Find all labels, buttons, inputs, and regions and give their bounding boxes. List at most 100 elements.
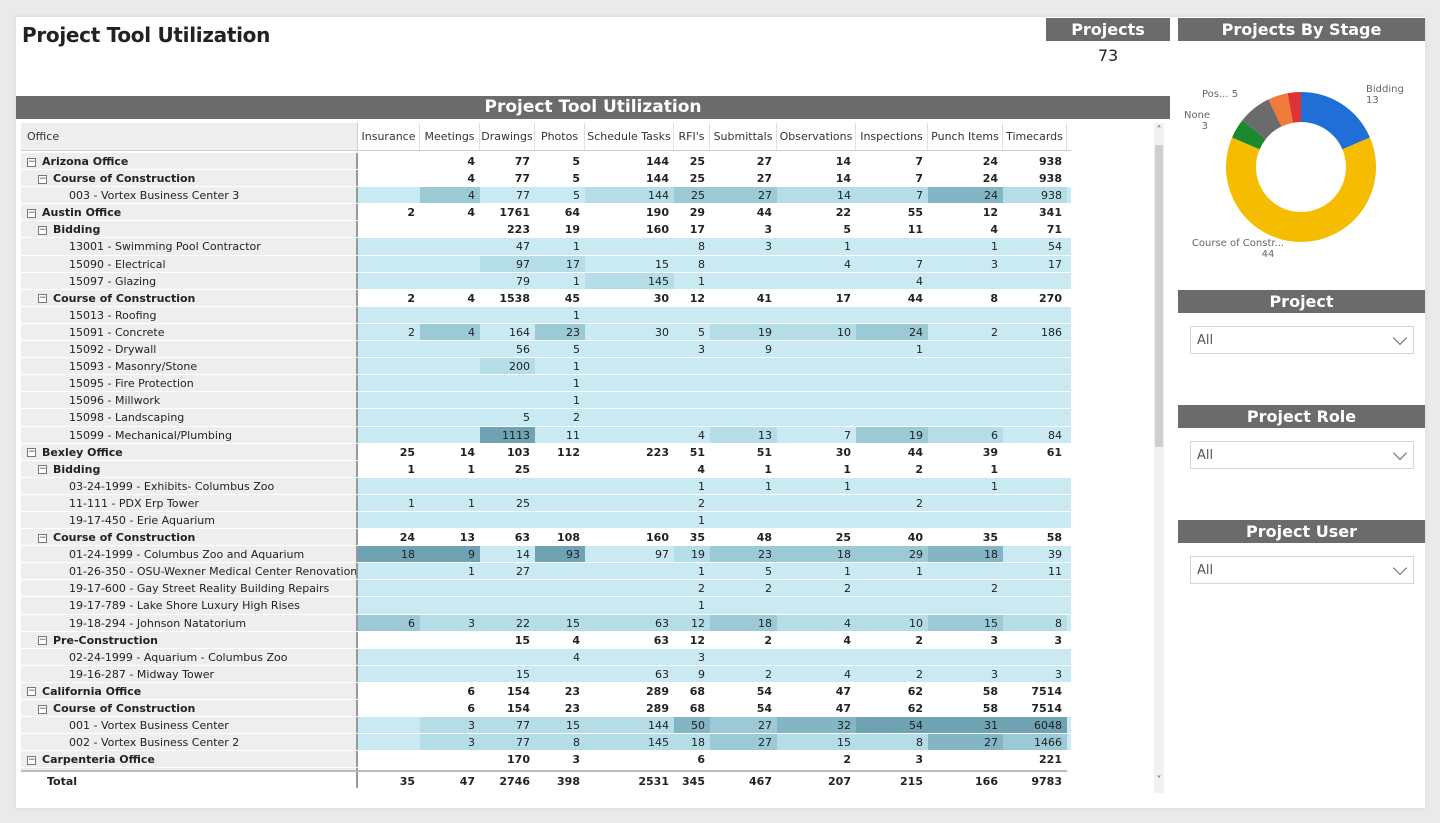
column-header[interactable]: Inspections	[856, 123, 928, 150]
office-row[interactable]: − California Office 6 154 23 289 68 54 47 62 58 751…	[21, 682, 1071, 700]
stage-row[interactable]: − Course of Construction 6 154 23 289 68 54 47 62…	[21, 700, 1071, 718]
collapse-icon[interactable]: −	[38, 224, 47, 235]
donut-slice-post-construction[interactable]	[1242, 99, 1282, 139]
project-row[interactable]: 11-111 - PDX Erp Tower 1 1 25 2 2	[21, 494, 1071, 512]
collapse-icon[interactable]: −	[27, 447, 36, 458]
scroll-thumb[interactable]	[1155, 145, 1163, 447]
collapse-icon[interactable]: −	[38, 703, 47, 714]
project-row[interactable]: 003 - Vortex Business Center 3 4 77 5 144 25 2…	[21, 187, 1071, 205]
project-row[interactable]: 001 - Vortex Business Center 3 77 15 144 50 27…	[21, 717, 1071, 735]
column-header[interactable]: Meetings	[420, 123, 480, 150]
scroll-down-icon[interactable]: ˅	[1156, 775, 1162, 786]
project-user-slicer-dropdown[interactable]: All	[1190, 556, 1414, 584]
matrix-scrollbar[interactable]: ˄ ˅	[1154, 123, 1164, 793]
cell-value: 23	[535, 323, 585, 341]
cell-value	[420, 358, 480, 374]
project-row[interactable]: 03-24-1999 - Exhibits- Columbus Zoo 1 1 1 1	[21, 477, 1071, 495]
stage-row[interactable]: − Bidding 223 19 160 17 3 5 11 4 71	[21, 221, 1071, 239]
scroll-up-icon[interactable]: ˄	[1156, 125, 1162, 136]
cell-value: 44	[907, 291, 923, 305]
stage-row[interactable]: − Course of Construction 2 4 1538 45 30 12 41 17 4…	[21, 289, 1071, 307]
cell-value: 27	[756, 155, 772, 168]
office-row[interactable]: − Austin Office 2 4 1761 64 190 29 44 22 55 12 341	[21, 204, 1071, 222]
collapse-icon[interactable]: −	[38, 173, 47, 184]
project-row[interactable]: 19-18-294 - Johnson Natatorium 6 3 22 15 63 12…	[21, 614, 1071, 632]
cell-value	[856, 392, 928, 408]
cell-value	[674, 358, 710, 374]
cell-value: 7	[856, 187, 928, 204]
donut-slice-course-of-construction[interactable]	[1226, 137, 1376, 242]
cell-value: 7	[915, 155, 923, 168]
project-row[interactable]: 01-26-350 - OSU-Wexner Medical Center Re…	[21, 563, 1071, 581]
project-row[interactable]: 01-24-1999 - Columbus Zoo and Aquarium 18…	[21, 546, 1071, 564]
project-row[interactable]: 19-16-287 - Midway Tower 15 63 9 2 4 2 3 3	[21, 665, 1071, 683]
collapse-icon[interactable]: −	[27, 686, 36, 697]
row-label: 19-17-789 - Lake Shore Luxury High Rises	[21, 597, 358, 614]
column-header[interactable]: Insurance	[358, 123, 420, 150]
collapse-icon[interactable]: −	[38, 293, 47, 304]
column-header[interactable]: Observations	[777, 123, 856, 150]
office-row[interactable]: − Carpenteria Office 170 3 6 2 3 221	[21, 751, 1071, 769]
collapse-icon[interactable]: −	[27, 207, 36, 218]
project-row[interactable]: 15092 - Drywall 56 5 3 9 1	[21, 341, 1071, 359]
cell-value	[585, 461, 674, 477]
office-row[interactable]: − Arizona Office 4 77 5 144 25 27 14 7 24 938	[21, 153, 1071, 171]
cell-value: 27	[756, 172, 772, 186]
project-row[interactable]: 15013 - Roofing 1	[21, 306, 1071, 324]
cell-value: 32	[777, 717, 856, 734]
project-row[interactable]: 15091 - Concrete 2 4 164 23 30 5 19 10 24 2 186	[21, 323, 1071, 342]
collapse-icon[interactable]: −	[38, 532, 47, 543]
column-header[interactable]: Timecards	[1003, 123, 1067, 150]
stage-row[interactable]: − Pre-Construction 15 4 63 12 2 4 2 3 3	[21, 631, 1071, 649]
cell-value: 17	[689, 223, 705, 237]
project-slicer-dropdown[interactable]: All	[1190, 326, 1414, 354]
collapse-icon[interactable]: −	[27, 156, 36, 167]
stage-row[interactable]: − Bidding 1 1 25 4 1 1 2 1	[21, 460, 1071, 478]
donut-slice-none[interactable]	[1232, 120, 1266, 150]
collapse-icon[interactable]: −	[38, 464, 47, 475]
column-header[interactable]: Office	[21, 123, 358, 150]
project-row[interactable]: 02-24-1999 - Aquarium - Columbus Zoo 4 3	[21, 648, 1071, 666]
column-header[interactable]: Submittals	[710, 123, 777, 150]
stage-row[interactable]: − Course of Construction 4 77 5 144 25 27 14 7 24 9…	[21, 170, 1071, 188]
project-row[interactable]: 15096 - Millwork 1	[21, 392, 1071, 410]
pos-label: Pos... 5	[1202, 89, 1239, 100]
office-row[interactable]: − Bexley Office 25 14 103 112 223 51 51 30 44 39 61	[21, 443, 1071, 461]
cell-value	[480, 478, 535, 494]
cell-value: 9	[765, 343, 772, 357]
project-row[interactable]: 15097 - Glazing 79 1 145 1 4	[21, 272, 1071, 290]
column-header[interactable]: Schedule Tasks	[585, 123, 674, 150]
project-role-slicer-title: Project Role	[1178, 405, 1425, 428]
cell-value	[358, 700, 420, 716]
column-header[interactable]: Punch Items	[928, 123, 1003, 150]
chevron-down-icon	[1392, 445, 1408, 461]
project-role-slicer-dropdown[interactable]: All	[1190, 441, 1414, 469]
cell-value	[358, 238, 420, 254]
project-row[interactable]: 15099 - Mechanical/Plumbing 1113 11 4 13 7 19 6…	[21, 426, 1071, 444]
total-row: Total 35 47 2746 398 2531 345 467 207 215 166 9783	[21, 770, 1067, 788]
project-row[interactable]: 002 - Vortex Business Center 2 3 77 8 145 18 2…	[21, 734, 1071, 752]
project-row[interactable]: 15093 - Masonry/Stone 200 1	[21, 358, 1071, 376]
donut-slice-other-a[interactable]	[1268, 93, 1293, 127]
project-row[interactable]: 15095 - Fire Protection 1	[21, 375, 1071, 393]
project-row[interactable]: 19-17-600 - Gay Street Reality Building …	[21, 580, 1071, 598]
matrix-header-row: Office Insurance Meetings Drawings Photos Sch…	[21, 123, 1071, 151]
column-header[interactable]: Drawings	[480, 123, 535, 150]
stage-donut-chart[interactable]: Pos... 5 None 3 Bidding 13 Course of Const…	[1178, 77, 1425, 277]
project-row[interactable]: 13001 - Swimming Pool Contractor 47 1 8 3 1 1 5…	[21, 238, 1071, 256]
column-header[interactable]: Photos	[535, 123, 585, 150]
collapse-icon[interactable]: −	[27, 754, 36, 765]
donut-slice-other-b[interactable]	[1287, 92, 1301, 123]
cell-value	[585, 341, 674, 357]
donut-slice-bidding[interactable]	[1301, 92, 1370, 150]
collapse-icon[interactable]: −	[38, 635, 47, 646]
project-row[interactable]: 19-17-450 - Erie Aquarium 1	[21, 511, 1071, 530]
project-row[interactable]: 19-17-789 - Lake Shore Luxury High Rises…	[21, 597, 1071, 615]
column-header[interactable]: RFI's	[674, 123, 710, 150]
cell-value: 39	[982, 445, 998, 459]
project-user-slicer-title: Project User	[1178, 520, 1425, 543]
project-row[interactable]: 15090 - Electrical 97 17 15 8 4 7 3 17	[21, 255, 1071, 273]
stage-row[interactable]: − Course of Construction 24 13 63 108 160 35 48 2…	[21, 529, 1071, 547]
utilization-matrix[interactable]: Office Insurance Meetings Drawings Photos Sch…	[21, 123, 1071, 788]
project-row[interactable]: 15098 - Landscaping 5 2	[21, 409, 1071, 427]
